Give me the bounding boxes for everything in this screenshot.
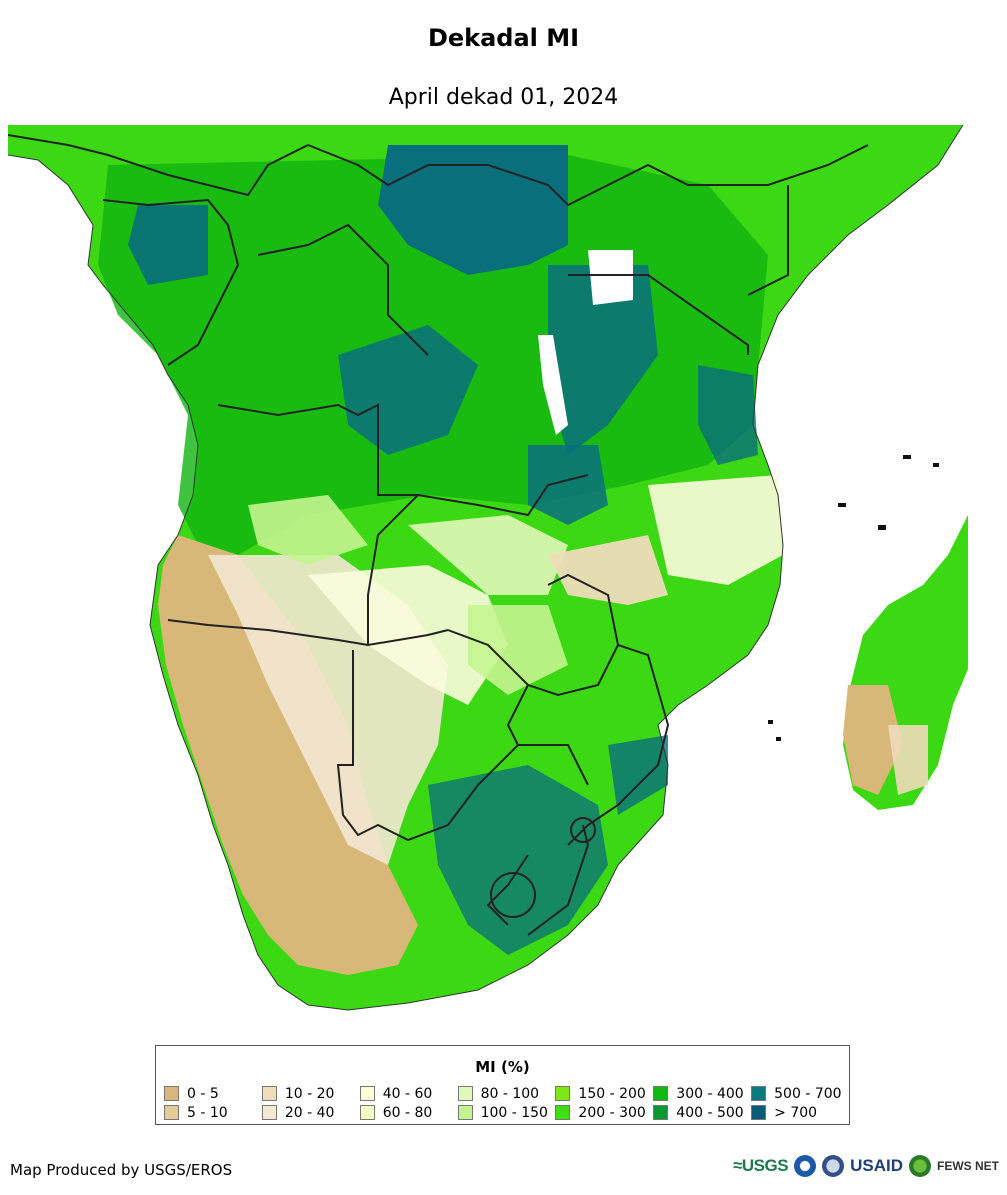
legend-swatch xyxy=(164,1105,179,1120)
legend-item: 0 - 5 xyxy=(164,1084,262,1103)
legend-item: 40 - 60 xyxy=(359,1084,458,1103)
legend-label: 150 - 200 xyxy=(578,1085,646,1102)
legend-swatch xyxy=(751,1105,767,1120)
legend-swatch xyxy=(555,1105,571,1120)
legend-label: > 700 xyxy=(774,1104,818,1121)
map-legend: MI (%) 0 - 5 5 - 10 10 - 20 20 - 40 40 - 60 6… xyxy=(155,1045,850,1125)
legend-swatch xyxy=(555,1086,571,1101)
legend-label: 10 - 20 xyxy=(284,1085,335,1102)
legend-swatch xyxy=(164,1086,179,1101)
map-credit: Map Produced by USGS/EROS xyxy=(10,1161,233,1179)
legend-item: 10 - 20 xyxy=(261,1084,360,1103)
legend-swatch xyxy=(359,1105,375,1120)
legend-item: > 700 xyxy=(751,1103,849,1122)
legend-swatch xyxy=(457,1086,473,1101)
legend-label: 500 - 700 xyxy=(774,1085,842,1102)
legend-label: 200 - 300 xyxy=(578,1104,646,1121)
legend-title: MI (%) xyxy=(475,1058,530,1076)
legend-label: 300 - 400 xyxy=(676,1085,744,1102)
map-subtitle: April dekad 01, 2024 xyxy=(388,85,619,110)
legend-label: 0 - 5 xyxy=(187,1085,219,1102)
legend-swatch xyxy=(261,1105,277,1120)
fews-net-logo: FEWS NET xyxy=(937,1159,999,1173)
legend-item: 200 - 300 xyxy=(555,1103,653,1122)
legend-item: 60 - 80 xyxy=(359,1103,458,1122)
legend-item: 400 - 500 xyxy=(653,1103,751,1122)
legend-grid: 0 - 5 5 - 10 10 - 20 20 - 40 40 - 60 60 - 80 8… xyxy=(164,1084,849,1122)
legend-item: 5 - 10 xyxy=(164,1103,262,1122)
legend-item: 80 - 100 xyxy=(457,1084,556,1103)
legend-item: 20 - 40 xyxy=(261,1103,360,1122)
legend-item: 150 - 200 xyxy=(555,1084,653,1103)
noaa-logo-icon xyxy=(794,1155,817,1177)
legend-item: 300 - 400 xyxy=(653,1084,751,1103)
fews-globe-icon xyxy=(909,1155,931,1177)
legend-label: 60 - 80 xyxy=(382,1104,433,1121)
legend-label: 80 - 100 xyxy=(480,1085,540,1102)
legend-item: 100 - 150 xyxy=(457,1103,556,1122)
legend-label: 100 - 150 xyxy=(480,1104,548,1121)
legend-swatch xyxy=(359,1086,375,1101)
usda-seal-icon xyxy=(822,1155,845,1177)
legend-label: 20 - 40 xyxy=(284,1104,335,1121)
legend-swatch xyxy=(261,1086,277,1101)
legend-swatch xyxy=(653,1105,669,1120)
usgs-logo: ≈USGS xyxy=(733,1156,789,1175)
legend-label: 400 - 500 xyxy=(676,1104,744,1121)
legend-label: 5 - 10 xyxy=(187,1104,228,1121)
map-title: Dekadal MI xyxy=(427,24,580,52)
usaid-logo: USAID xyxy=(850,1156,903,1175)
legend-swatch xyxy=(751,1086,767,1101)
legend-item: 500 - 700 xyxy=(751,1084,849,1103)
legend-swatch xyxy=(653,1086,669,1101)
moisture-index-map xyxy=(8,125,968,1025)
partner-logos: ≈USGS USAID FEWS NET xyxy=(733,1155,999,1177)
legend-swatch xyxy=(457,1105,473,1120)
legend-label: 40 - 60 xyxy=(382,1085,433,1102)
